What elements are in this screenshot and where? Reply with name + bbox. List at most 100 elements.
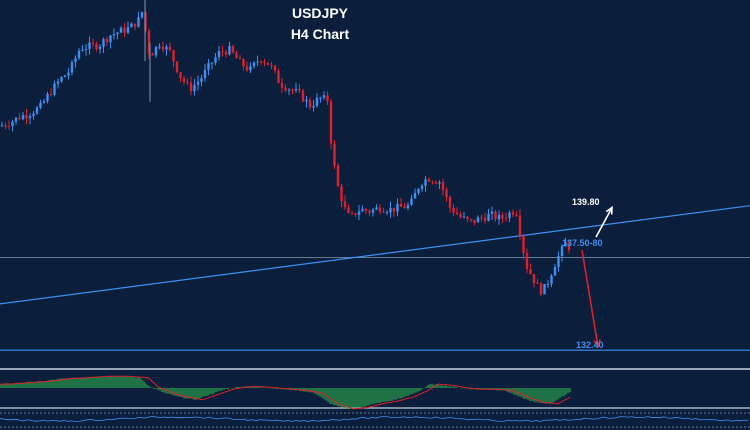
candle-body bbox=[109, 35, 112, 43]
candle-body bbox=[305, 99, 308, 102]
candle-body bbox=[431, 181, 434, 183]
candle-body bbox=[0, 125, 4, 127]
candle-body bbox=[32, 113, 35, 117]
candle-body bbox=[326, 95, 329, 102]
candle-body bbox=[137, 17, 140, 27]
candle-body bbox=[165, 46, 168, 50]
candle-body bbox=[473, 219, 476, 223]
candle-body bbox=[11, 121, 14, 127]
candle-body bbox=[28, 116, 32, 119]
candle-body bbox=[126, 27, 130, 33]
candle-body bbox=[466, 216, 469, 220]
candle-body bbox=[175, 61, 179, 73]
candle-body bbox=[336, 165, 340, 187]
candle-body bbox=[242, 59, 245, 67]
candle-body bbox=[105, 39, 109, 43]
candle-body bbox=[133, 23, 137, 27]
candle-body bbox=[21, 115, 25, 120]
candle-body bbox=[312, 105, 315, 108]
candle-body bbox=[119, 27, 123, 33]
candle-body bbox=[371, 209, 375, 213]
candle-body bbox=[315, 98, 319, 106]
candle-body bbox=[382, 211, 385, 213]
candle-body bbox=[203, 69, 207, 79]
candle-body bbox=[515, 214, 518, 216]
candle-body bbox=[245, 66, 249, 71]
candle-body bbox=[231, 46, 235, 53]
candle-body bbox=[35, 107, 39, 114]
candle-body bbox=[546, 283, 550, 285]
candle-body bbox=[347, 207, 350, 213]
candle-body bbox=[340, 186, 343, 202]
candle-body bbox=[81, 49, 84, 51]
candle-body bbox=[333, 143, 336, 166]
candle-body bbox=[56, 81, 60, 84]
candle-body bbox=[469, 219, 473, 221]
candle-body bbox=[4, 125, 7, 127]
candle-body bbox=[564, 242, 567, 247]
trendline bbox=[0, 205, 750, 305]
candle-body bbox=[123, 27, 126, 33]
candle-body bbox=[49, 94, 53, 96]
candle-body bbox=[91, 42, 95, 44]
candle-body bbox=[445, 189, 448, 198]
candle-body bbox=[224, 51, 228, 55]
candle-body bbox=[238, 58, 242, 60]
candle-body bbox=[60, 77, 63, 82]
candle-body bbox=[161, 46, 165, 50]
arrow-down-icon bbox=[593, 339, 601, 349]
candle-body bbox=[322, 95, 326, 98]
candle-body bbox=[508, 212, 511, 219]
candle-body bbox=[7, 126, 11, 128]
candle-body bbox=[455, 212, 459, 215]
candle-body bbox=[88, 42, 91, 49]
candle-body bbox=[182, 78, 186, 82]
candle-body bbox=[361, 208, 364, 212]
candle-body bbox=[210, 62, 214, 64]
candle-body bbox=[228, 46, 231, 55]
candle-body bbox=[389, 207, 392, 213]
candle-body bbox=[259, 61, 263, 63]
candle-body bbox=[270, 64, 273, 66]
candle-body bbox=[529, 268, 532, 275]
candle-body bbox=[504, 217, 508, 219]
candle-body bbox=[525, 253, 529, 269]
candle-body bbox=[102, 39, 105, 47]
candle-body bbox=[448, 197, 452, 208]
candle-body bbox=[158, 46, 161, 48]
candle-body bbox=[273, 65, 277, 71]
candle-body bbox=[406, 204, 410, 209]
resistance-label: 137.50-80 bbox=[562, 238, 603, 248]
candle-body bbox=[214, 57, 217, 63]
candle-body bbox=[284, 87, 287, 91]
candle-body bbox=[518, 215, 522, 236]
candle-body bbox=[532, 274, 536, 283]
candle-body bbox=[462, 216, 466, 218]
candle-body bbox=[196, 81, 200, 85]
candle-body bbox=[452, 207, 455, 213]
candle-body bbox=[25, 115, 28, 119]
candle-body bbox=[480, 217, 483, 219]
candle-body bbox=[42, 101, 46, 103]
candle-body bbox=[147, 30, 151, 54]
candle-body bbox=[98, 46, 102, 50]
arrow-up-icon-shaft bbox=[595, 207, 613, 238]
candle-body bbox=[70, 62, 74, 73]
candle-body bbox=[417, 188, 420, 194]
candle-body bbox=[39, 102, 42, 108]
candle-body bbox=[459, 214, 462, 218]
candle-body bbox=[67, 72, 70, 76]
candle-body bbox=[567, 242, 571, 250]
candle-body bbox=[522, 235, 525, 254]
candle-body bbox=[375, 207, 378, 210]
candle-body bbox=[511, 212, 515, 215]
candle-body bbox=[193, 84, 196, 92]
candle-body bbox=[403, 206, 406, 209]
candle-body bbox=[207, 62, 210, 70]
candle-body bbox=[151, 53, 154, 56]
candle-body bbox=[291, 89, 294, 91]
candle-body bbox=[252, 62, 256, 67]
candle-body bbox=[84, 48, 88, 50]
candle-body bbox=[385, 212, 389, 214]
